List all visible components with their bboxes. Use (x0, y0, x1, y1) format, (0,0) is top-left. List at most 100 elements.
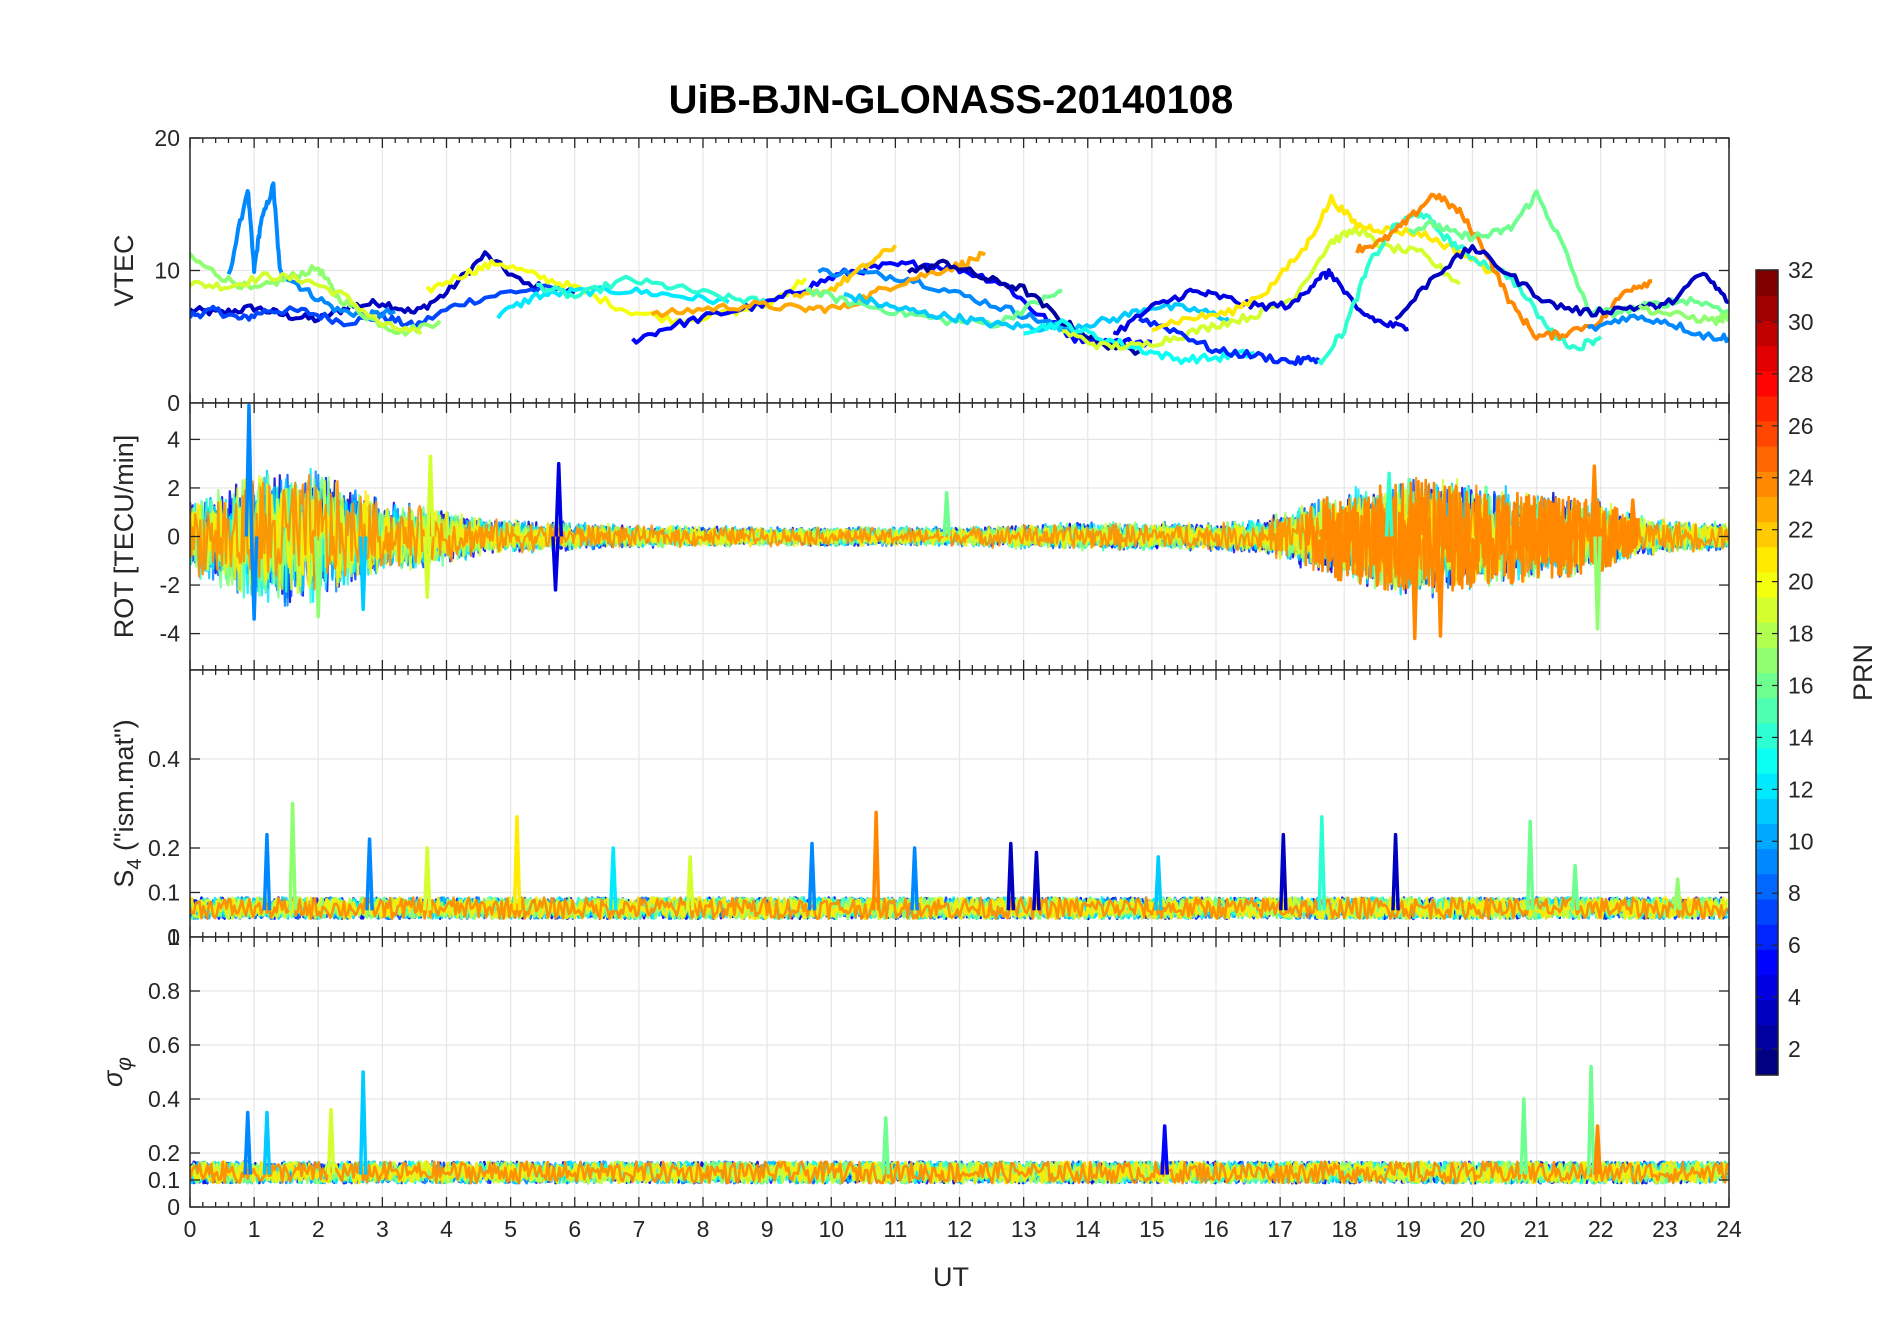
colorbar-segment (1756, 898, 1778, 925)
y-tick-label: 0.6 (148, 1032, 180, 1058)
x-axis-label: UT (933, 1262, 969, 1292)
colorbar-segment (1756, 722, 1778, 749)
vtec-series-prn-20 (425, 259, 808, 326)
vtec-series-prn-9 (1587, 313, 1729, 344)
rot-spike-12 (1590, 464, 1599, 537)
y-tick-label-bottom: 0 (167, 924, 180, 950)
colorbar-segment (1756, 446, 1778, 472)
x-tick-label: 15 (1139, 1216, 1165, 1242)
y-tick-label: 20 (154, 125, 180, 151)
rot-spike-8 (942, 491, 951, 537)
colorbar-segment (1756, 370, 1778, 397)
data-vtec (190, 181, 1729, 366)
colorbar-segment (1756, 320, 1778, 347)
sigma_phi-spike-5 (1160, 1124, 1170, 1175)
x-tick-label: 19 (1396, 1216, 1422, 1242)
vtec-series-prn-16 (805, 287, 1063, 329)
rot-spike-11 (1436, 536, 1445, 638)
s4-spike-4 (512, 815, 522, 911)
y-tick-label-top: 0 (167, 390, 180, 416)
y-tick-label: 0.1 (148, 880, 180, 906)
colorbar-segment (1756, 747, 1778, 774)
x-tick-label: 20 (1460, 1216, 1486, 1242)
vtec-series-prn-13 (1023, 318, 1256, 366)
rot-spike-1 (249, 536, 259, 621)
rot-spike-0 (244, 403, 254, 537)
y-tick-label: -2 (160, 572, 180, 598)
x-tick-label: 0 (184, 1216, 197, 1242)
rot-spike-4 (426, 454, 435, 537)
colorbar-tick-label: 28 (1788, 361, 1814, 387)
colorbar-label: PRN (1848, 644, 1878, 701)
rot-spike-9 (1384, 471, 1394, 537)
sigma_phi-spike-8 (1593, 1124, 1602, 1175)
x-tick-label: 12 (947, 1216, 973, 1242)
colorbar-segment (1756, 571, 1778, 598)
s4-spike-3 (422, 846, 432, 911)
colorbar-tick-label: 8 (1788, 880, 1801, 906)
colorbar-tick-label: 12 (1788, 776, 1814, 802)
y-tick-label: 0.2 (148, 835, 180, 861)
colorbar-segment (1756, 773, 1778, 799)
sigma_phi-spike-6 (1519, 1097, 1529, 1175)
s4-spike-16 (1525, 819, 1535, 911)
vtec-series-prn-4 (1112, 268, 1409, 336)
colorbar-segment (1756, 924, 1778, 950)
label-rest: ("ism.mat") (109, 719, 139, 858)
colorbar-tick-label: 22 (1788, 517, 1814, 543)
rot-spike-2 (313, 536, 323, 619)
rot-spike-7 (551, 536, 560, 592)
vtec-series-prn-6 (1137, 316, 1321, 366)
colorbar-segment (1756, 471, 1778, 498)
y-axis-label-s4: S4 ("ism.mat") (109, 719, 146, 887)
x-tick-label: 3 (376, 1216, 389, 1242)
colorbar-segment (1756, 798, 1778, 825)
colorbar-segment (1756, 1024, 1778, 1051)
vtec-series-prn-19 (190, 271, 423, 336)
colorbar-tick-label: 10 (1788, 828, 1814, 854)
colorbar-segment (1756, 345, 1778, 372)
colorbar-tick-label: 32 (1788, 257, 1814, 283)
colorbar-tick-label: 6 (1788, 932, 1801, 958)
colorbar-tick-label: 30 (1788, 309, 1814, 335)
y-tick-label: 10 (154, 258, 180, 284)
colorbar-segment (1756, 420, 1778, 447)
vtec-series-prn-17 (190, 252, 442, 337)
x-tick-label: 14 (1075, 1216, 1101, 1242)
rot-noise-prn-17 (190, 476, 1729, 594)
s4-noise-prn-24 (190, 896, 1729, 921)
vtec-series-prn-24 (1355, 192, 1653, 341)
rot-spike-5 (422, 536, 432, 599)
rot-spike-13 (1593, 536, 1602, 631)
colorbar-tick-label: 26 (1788, 413, 1814, 439)
data-sigma_phi (190, 1064, 1729, 1185)
vtec-series-prn-21 (1151, 193, 1500, 333)
s4-spike-11 (1032, 850, 1041, 911)
y-axis-label-sigma_phi: σφ (98, 1057, 136, 1087)
s4-spike-7 (807, 841, 817, 911)
vtec-series-prn-16 (1407, 189, 1729, 319)
colorbar-segment (1756, 597, 1778, 623)
vtec-series-prn-9 (226, 181, 396, 322)
colorbar-segment (1756, 848, 1778, 875)
sigma_phi-spike-7 (1586, 1064, 1596, 1175)
data-s4 (190, 801, 1729, 921)
panel-vtec: 10 20 VTEC (109, 125, 1730, 404)
colorbar-segment (1756, 622, 1778, 648)
x-ticks (189, 937, 1730, 1208)
y-tick-label: 4 (167, 426, 180, 452)
data-rot (190, 403, 1729, 641)
x-tick-label: 4 (440, 1216, 453, 1242)
y-axis-label-rot: ROT [TECU/min] (109, 435, 139, 639)
colorbar-segment (1756, 873, 1778, 900)
sigma_phi-spike-3 (326, 1108, 336, 1175)
colorbar-segment (1756, 496, 1778, 523)
vtec-series-prn-19 (1061, 226, 1461, 351)
x-tick-label: 5 (504, 1216, 517, 1242)
colorbar-tick-label: 20 (1788, 569, 1814, 595)
vtec-series-prn-3 (1394, 244, 1729, 321)
colorbar-tick-label: 14 (1788, 724, 1814, 750)
